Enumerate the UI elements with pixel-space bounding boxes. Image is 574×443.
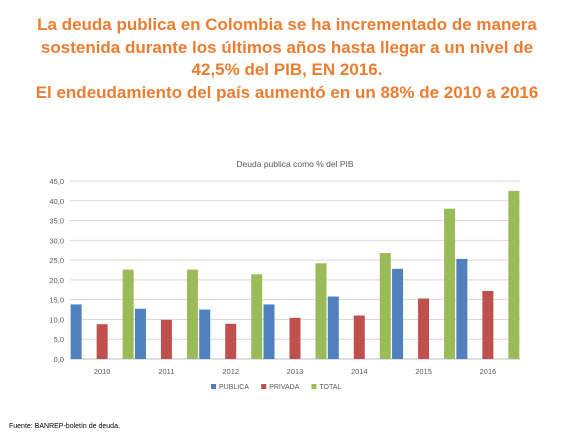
- bar-publica: [327, 296, 339, 359]
- headline-line-4: El endeudamiento del país aumentó en un …: [35, 82, 539, 102]
- bar-total: [508, 190, 520, 359]
- y-tick-label: 20,0: [49, 276, 64, 285]
- x-axis-ticks: 2010 2011 2012 2013 2014 2015 2016: [94, 367, 496, 376]
- legend-label: PRIVADA: [269, 384, 300, 391]
- y-tick-label: 25,0: [49, 256, 64, 265]
- x-tick-label: 2011: [158, 367, 174, 376]
- bar-total: [122, 269, 134, 359]
- y-tick-label: 15,0: [49, 296, 64, 305]
- bar-privada: [289, 317, 301, 359]
- bar-privada: [353, 315, 365, 359]
- x-tick-label: 2010: [94, 367, 111, 376]
- chart-title: Deuda publica como % del PIB: [236, 159, 354, 169]
- bar-privada: [96, 324, 108, 359]
- bar-publica: [456, 258, 468, 359]
- bar-publica: [199, 309, 211, 359]
- bar-total: [251, 274, 263, 359]
- bar-total: [315, 263, 327, 359]
- y-tick-label: 5,0: [54, 335, 64, 344]
- x-tick-label: 2015: [415, 367, 432, 376]
- y-tick-label: 40,0: [49, 197, 64, 206]
- headline-line-3: 42,5% del PIB, EN 2016.: [191, 60, 383, 79]
- legend-label: PUBLICA: [219, 384, 249, 391]
- headline: La deuda publica en Colombia se ha incre…: [0, 14, 574, 104]
- y-tick-label: 45,0: [49, 177, 64, 186]
- headline-line-1: La deuda publica en Colombia se ha incre…: [37, 15, 537, 34]
- y-tick-label: 35,0: [49, 217, 64, 226]
- bar-privada: [482, 290, 494, 359]
- y-axis-ticks: 0,0 5,0 10,0 15,0 20,0 25,0 30,0 35,0 40,0 45,0: [49, 177, 64, 364]
- legend-swatch: [311, 384, 317, 389]
- bar-total: [379, 252, 391, 359]
- chart-bars: [70, 190, 520, 359]
- bar-total: [186, 269, 198, 359]
- bar-privada: [160, 319, 172, 359]
- bar-publica: [263, 304, 275, 359]
- x-tick-label: 2013: [287, 367, 304, 376]
- bar-publica: [392, 268, 404, 359]
- headline-line-2: sostenida durante los últimos años hasta…: [40, 37, 534, 57]
- x-tick-label: 2012: [222, 367, 239, 376]
- x-tick-label: 2016: [480, 367, 497, 376]
- bar-privada: [225, 323, 237, 359]
- bar-publica: [70, 304, 82, 359]
- chart-legend: PUBLICA PRIVADA TOTAL: [211, 384, 341, 391]
- legend-swatch: [261, 384, 267, 389]
- legend-swatch: [211, 384, 216, 389]
- bar-total: [444, 208, 456, 359]
- y-tick-label: 0,0: [54, 355, 64, 364]
- y-tick-label: 10,0: [49, 315, 64, 324]
- source-note: Fuente: BANREP-boletín de deuda.: [9, 423, 120, 430]
- legend-label: TOTAL: [319, 384, 341, 391]
- bar-privada: [418, 298, 430, 359]
- x-tick-label: 2014: [351, 367, 368, 376]
- y-tick-label: 30,0: [49, 236, 64, 245]
- bar-publica: [134, 308, 146, 359]
